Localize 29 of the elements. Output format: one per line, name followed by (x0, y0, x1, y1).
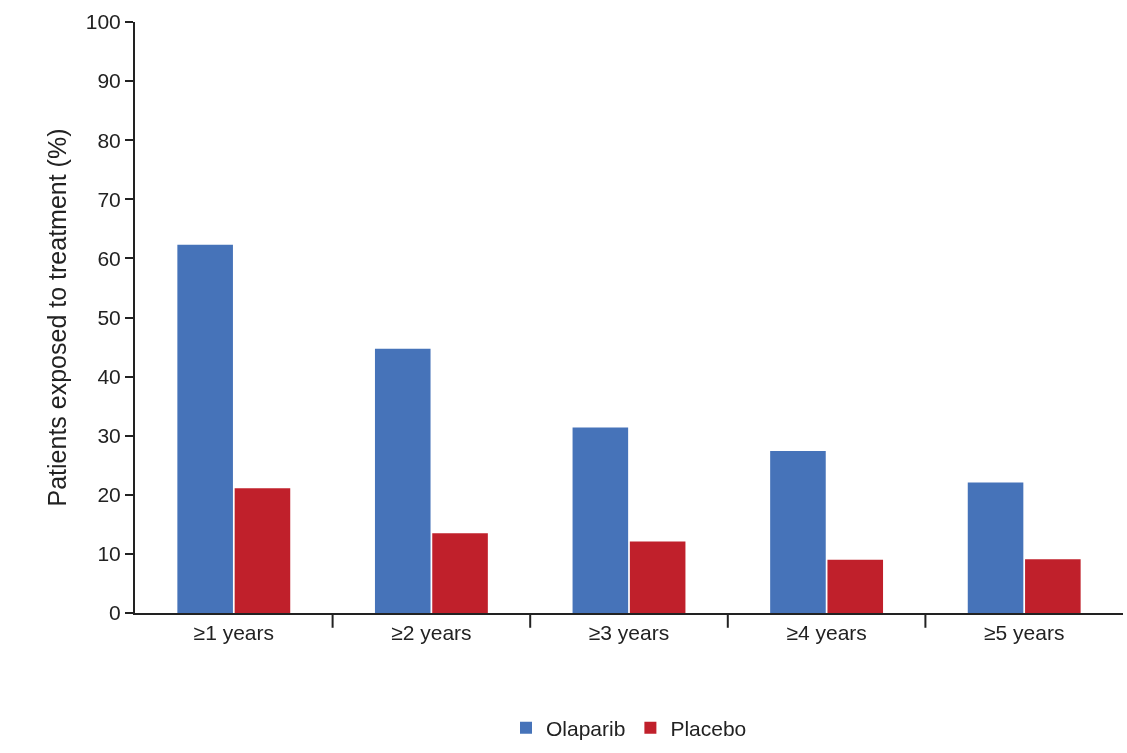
bar (967, 482, 1024, 613)
bar (827, 559, 884, 613)
legend-label: Olaparib (546, 716, 626, 740)
y-tick-label: 0 (109, 601, 121, 625)
x-tick-label: ≥2 years (391, 621, 472, 645)
y-tick-label: 20 (97, 483, 121, 507)
y-tick-label: 40 (97, 364, 121, 388)
x-tick-label: ≥5 years (984, 621, 1065, 645)
y-tick-label: 50 (97, 305, 121, 329)
y-tick-label: 80 (97, 128, 121, 152)
bar (374, 348, 431, 613)
bar (234, 488, 291, 613)
y-tick-label: 10 (97, 542, 121, 566)
y-tick-label: 30 (97, 424, 121, 448)
x-tick-label: ≥4 years (786, 621, 867, 645)
y-axis-title: Patients exposed to treatment (%) (43, 128, 71, 507)
y-tick-label: 100 (85, 10, 121, 34)
bar (572, 427, 629, 613)
y-tick-label: 90 (97, 69, 121, 93)
y-tick-label: 70 (97, 187, 121, 211)
bar (432, 533, 488, 613)
x-tick-label: ≥3 years (588, 621, 670, 645)
legend-label: Placebo (670, 716, 747, 740)
bar (629, 541, 686, 613)
bar (1025, 559, 1081, 613)
bar (177, 244, 233, 613)
x-tick-label: ≥1 years (193, 621, 274, 645)
y-tick-label: 60 (97, 246, 121, 270)
bar (770, 451, 826, 613)
